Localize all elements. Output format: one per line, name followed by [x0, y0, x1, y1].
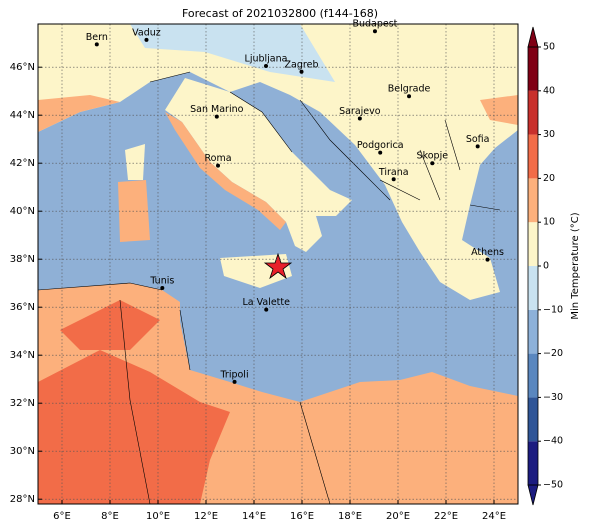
city-dot [214, 114, 219, 119]
colorbar-segment [528, 441, 538, 485]
colorbar-tick-label: −10 [543, 304, 563, 315]
y-tick-label: 46°N [10, 62, 35, 73]
city-label: Belgrade [388, 84, 431, 95]
y-tick-label: 40°N [10, 206, 35, 217]
hot-africa [38, 350, 230, 504]
city-dot [144, 37, 149, 42]
city-label: Tripoli [220, 369, 249, 380]
map-area [38, 24, 518, 504]
map-frame [37, 23, 519, 505]
land-corsica [125, 144, 145, 180]
city-dot [357, 116, 362, 121]
city-dot [94, 42, 99, 47]
city-dot [430, 161, 435, 166]
land-europe [38, 24, 518, 300]
city-label: Bern [86, 32, 108, 43]
colorbar-tick-label: 0 [543, 261, 549, 272]
y-tick-label: 34°N [10, 350, 35, 361]
city-label: Podgorica [357, 140, 404, 151]
city-dot [475, 144, 480, 149]
x-tick-label: 12°E [194, 511, 218, 522]
colorbar-segment [528, 397, 538, 442]
city-dot [160, 286, 165, 290]
x-tick-label: 22°E [434, 511, 458, 522]
colorbar-tick-label: 40 [543, 85, 555, 96]
colorbar-segment [528, 309, 538, 354]
city-dot [299, 69, 304, 74]
city-label: Tunis [149, 276, 174, 287]
x-tick-label: 20°E [386, 511, 410, 522]
y-tick-label: 36°N [10, 302, 35, 313]
city-dot [407, 94, 412, 99]
city-label: Sarajevo [339, 106, 381, 117]
y-tick-label: 30°N [10, 446, 35, 457]
city-dot [264, 64, 268, 68]
colorbar-segment [528, 178, 538, 223]
colorbar-tick-label: −30 [543, 392, 563, 403]
x-tick-label: 6°E [53, 511, 71, 522]
location-star [263, 252, 293, 280]
x-tick-label: 18°E [338, 511, 362, 522]
y-tick-label: 32°N [10, 398, 35, 409]
x-tick-label: 8°E [101, 511, 119, 522]
colorbar-extend-top [527, 26, 539, 48]
city-dot [485, 257, 490, 262]
colorbar-label: Min Temperature (°C) [570, 212, 581, 319]
y-tick-label: 44°N [10, 110, 35, 121]
warm-aegean-coast [480, 95, 518, 125]
alps-cold [130, 24, 335, 82]
borders [38, 71, 501, 504]
colorbar-tick-label: 10 [543, 217, 555, 228]
x-tick-label: 14°E [242, 511, 266, 522]
city-label: Zagreb [285, 59, 319, 70]
x-tick-label: 16°E [290, 511, 314, 522]
city-label: San Marino [190, 104, 243, 115]
city-dot [216, 163, 220, 168]
title: Forecast of 2021032800 (f144-168) [182, 7, 378, 20]
city-label: Athens [471, 247, 504, 258]
city-dot [378, 150, 383, 155]
city-label: La Valette [242, 297, 290, 308]
x-tick-label: 10°E [146, 511, 170, 522]
warm-coast [38, 95, 120, 132]
colorbar-tick-label: −50 [543, 480, 563, 491]
colorbar-segment [528, 90, 538, 135]
city-dot [372, 29, 377, 34]
colorbar-segment [528, 353, 538, 398]
y-tick-label: 42°N [10, 158, 35, 169]
land-sicily [220, 254, 292, 288]
y-tick-label: 28°N [10, 494, 35, 505]
colorbar-segment [528, 47, 538, 91]
city-dot [391, 177, 396, 182]
x-tick-label: 24°E [482, 511, 506, 522]
city-label: Roma [204, 153, 231, 164]
city-label: Vaduz [132, 27, 161, 38]
colorbar-segment [528, 134, 538, 179]
city-label: Ljubljana [245, 54, 288, 65]
colorbar-segment [528, 266, 538, 310]
colorbar-extend-bottom [527, 484, 539, 506]
warm-italy-coast [165, 112, 286, 230]
city-dot [264, 307, 269, 312]
city-label: Tirana [378, 167, 409, 178]
colorbar-tick-label: −20 [543, 348, 563, 359]
colorbar-tick-label: 20 [543, 173, 555, 184]
land-italy [165, 78, 352, 252]
colorbar-tick-label: 30 [543, 129, 555, 140]
city-label: Sofia [466, 134, 490, 145]
city-label: Skopje [417, 151, 449, 162]
city-dot [232, 379, 237, 384]
colorbar-segment [528, 222, 538, 266]
colorbar-tick-label: 50 [543, 42, 555, 53]
colorbar-tick-label: −40 [543, 436, 563, 447]
y-tick-label: 38°N [10, 254, 35, 265]
